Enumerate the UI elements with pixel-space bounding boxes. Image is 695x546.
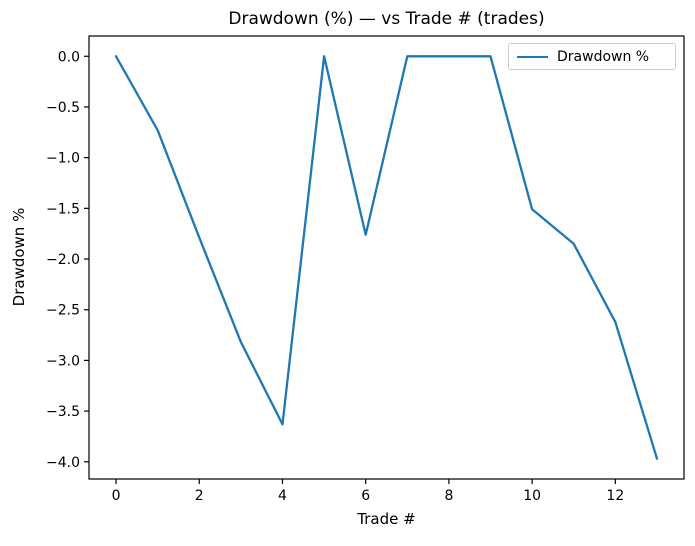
x-tick-label: 0 xyxy=(112,488,121,504)
chart-title: Drawdown (%) — vs Trade # (trades) xyxy=(228,9,545,29)
y-tick-label: −4.0 xyxy=(46,455,80,471)
y-tick-label: −3.0 xyxy=(46,353,80,369)
x-tick-label: 12 xyxy=(606,488,624,504)
x-tick-label: 8 xyxy=(444,488,453,504)
y-tick-label: −1.0 xyxy=(46,151,80,167)
y-tick-label: −3.5 xyxy=(46,404,80,420)
legend-line-sample xyxy=(517,55,548,58)
drawdown-line xyxy=(114,55,659,460)
y-tick-label: −0.5 xyxy=(46,100,80,116)
axes-frame xyxy=(88,35,685,480)
x-tick-label: 6 xyxy=(361,488,370,504)
x-tick-label: 4 xyxy=(278,488,287,504)
x-axis-label: Trade # xyxy=(357,510,416,528)
x-tick-label: 10 xyxy=(523,488,541,504)
legend-box: Drawdown % xyxy=(508,43,676,70)
y-tick-label: −2.0 xyxy=(46,252,80,268)
y-axis-label: Drawdown % xyxy=(10,207,28,307)
legend-label: Drawdown % xyxy=(557,48,650,65)
y-tick-label: −2.5 xyxy=(46,303,80,319)
x-tick-label: 2 xyxy=(195,488,204,504)
y-tick-label: −1.5 xyxy=(46,201,80,217)
y-tick-label: 0.0 xyxy=(58,49,80,65)
